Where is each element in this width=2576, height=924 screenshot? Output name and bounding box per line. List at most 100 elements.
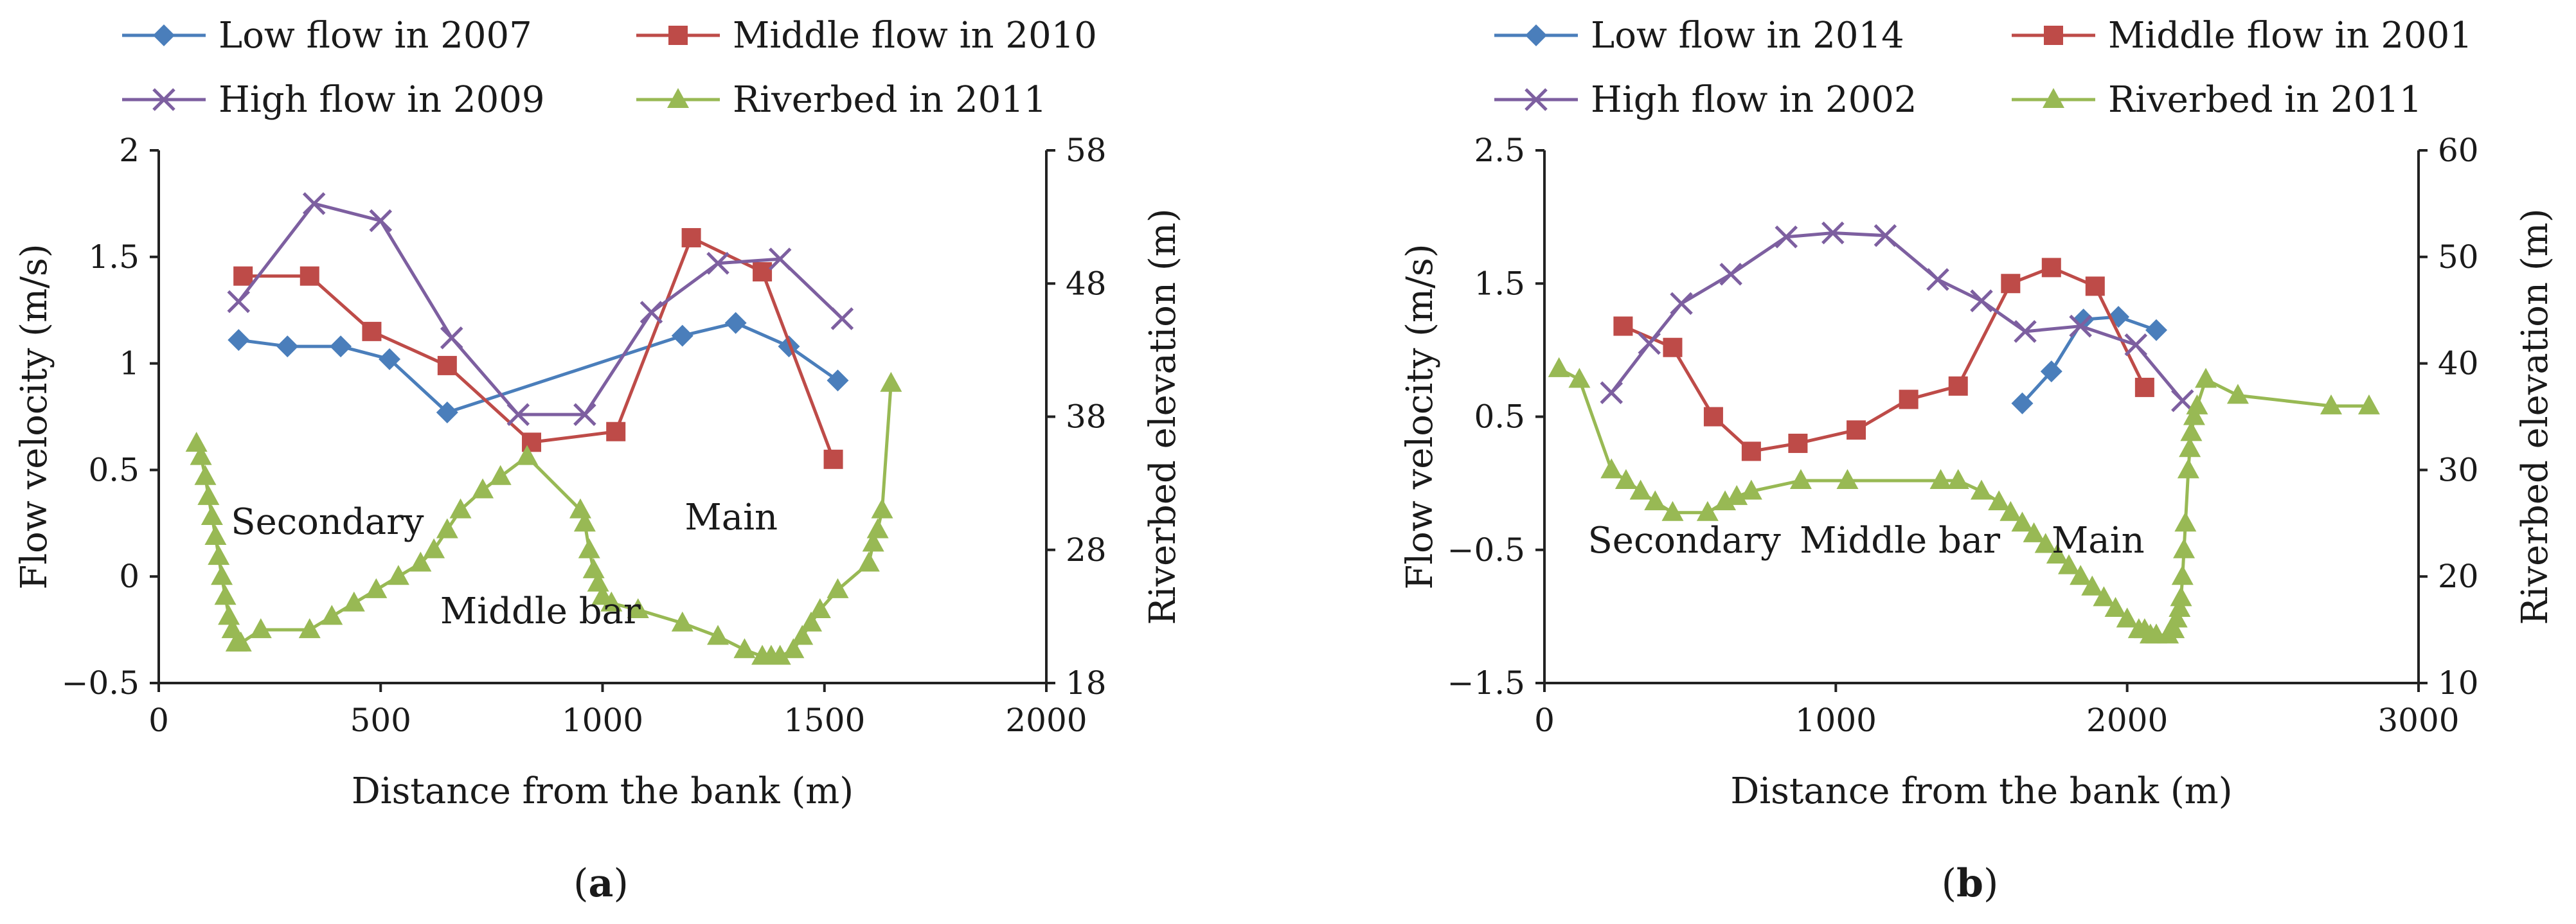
legend-item: Riverbed in 2011 (2012, 79, 2422, 121)
data-point (1670, 292, 1693, 315)
series-line (238, 321, 839, 414)
data-point (2165, 607, 2188, 628)
data-point (2093, 586, 2115, 607)
data-point (862, 531, 884, 552)
x-tick-label: 1000 (562, 702, 643, 739)
data-point (573, 403, 596, 426)
data-point (228, 329, 250, 351)
chart-panel-a: 0 500 1000 1500 2000−0.500.511.521828384858D… (13, 15, 1184, 906)
series-low-flow-in-2014 (2011, 306, 2167, 414)
data-point (830, 307, 854, 330)
legend-label: High flow in 2009 (219, 79, 545, 121)
data-point (2357, 394, 2380, 414)
data-point (2174, 511, 2197, 532)
legend-swatch-marker (152, 88, 175, 111)
data-point (300, 266, 319, 286)
panel-label-open: ( (1942, 861, 1956, 906)
data-point (782, 638, 805, 659)
y2-tick-label: 28 (1066, 531, 1107, 569)
data-point (681, 227, 701, 247)
data-point (671, 324, 693, 347)
data-point (2011, 392, 2034, 414)
data-point (194, 465, 217, 485)
data-point (1696, 501, 1719, 521)
data-point (449, 498, 472, 519)
data-point (1726, 484, 1748, 505)
y2-tick-label: 40 (2438, 345, 2479, 382)
data-point (522, 432, 542, 452)
data-point (1970, 289, 1993, 312)
data-point (866, 518, 889, 538)
y2-tick-label: 38 (1066, 398, 1107, 436)
y2-tick-label: 60 (2438, 132, 2479, 169)
data-point (2124, 333, 2148, 357)
data-point (627, 598, 649, 619)
x-tick-label: 0 (1534, 702, 1555, 739)
data-point (1568, 368, 1591, 388)
y2-tick-label: 50 (2438, 238, 2479, 276)
y-tick-label: 0.5 (1474, 398, 1525, 436)
data-point (221, 618, 244, 639)
data-point (365, 578, 388, 598)
y-tick-label: 0 (119, 558, 139, 595)
panel-label: (b) (1942, 861, 1999, 906)
data-point (233, 266, 253, 286)
legend-label: Riverbed in 2011 (733, 79, 1047, 121)
legend-swatch-marker (667, 88, 689, 108)
data-point (208, 545, 230, 565)
data-point (573, 511, 596, 532)
data-point (1899, 389, 1919, 409)
y-axis-title: Flow velocity (m/s) (1399, 244, 1441, 589)
data-point (1971, 479, 1992, 500)
data-point (2179, 437, 2201, 458)
series-line (1622, 265, 2147, 453)
data-point (880, 371, 902, 392)
data-point (436, 401, 458, 423)
series-line (243, 236, 835, 460)
data-point (1613, 316, 1633, 336)
data-point (302, 192, 326, 215)
x-axis-title: Distance from the bank (m) (352, 770, 854, 812)
data-point (1600, 381, 1623, 404)
data-point (2169, 596, 2191, 617)
data-point (516, 445, 539, 465)
data-point (185, 431, 208, 452)
panel-label-close: ) (613, 861, 628, 906)
data-point (606, 422, 626, 441)
data-point (2173, 538, 2196, 558)
data-point (1600, 458, 1623, 479)
data-point (2171, 389, 2194, 413)
legend: Low flow in 2007 Middle flow in 2010 High … (122, 15, 1097, 121)
data-point (569, 498, 591, 519)
data-point (204, 525, 227, 546)
data-point (2320, 394, 2342, 414)
data-point (2011, 511, 2034, 532)
data-point (2226, 384, 2249, 404)
data-point (1663, 337, 1683, 357)
data-point (671, 611, 693, 632)
data-point (436, 518, 458, 538)
data-point (409, 551, 432, 572)
data-point (2171, 565, 2194, 585)
y-tick-label: 1.5 (88, 238, 139, 276)
data-point (827, 578, 849, 598)
data-point (190, 445, 212, 465)
data-point (2177, 458, 2199, 479)
y2-tick-label: 18 (1066, 664, 1107, 702)
data-point (1719, 262, 1742, 286)
data-point (1614, 468, 1637, 489)
legend-item: Riverbed in 2011 (636, 79, 1047, 121)
series-line (1558, 367, 2369, 637)
data-point (768, 247, 792, 271)
data-point (1988, 490, 2010, 511)
data-point (1821, 221, 1845, 245)
y-tick-label: 1.5 (1474, 265, 1525, 302)
data-point (1638, 332, 1661, 355)
data-point (2040, 360, 2062, 383)
data-point (2069, 314, 2092, 338)
data-point (214, 585, 237, 605)
legend-label: Riverbed in 2011 (2108, 79, 2422, 121)
data-point (2014, 320, 2037, 343)
data-point (600, 591, 623, 612)
